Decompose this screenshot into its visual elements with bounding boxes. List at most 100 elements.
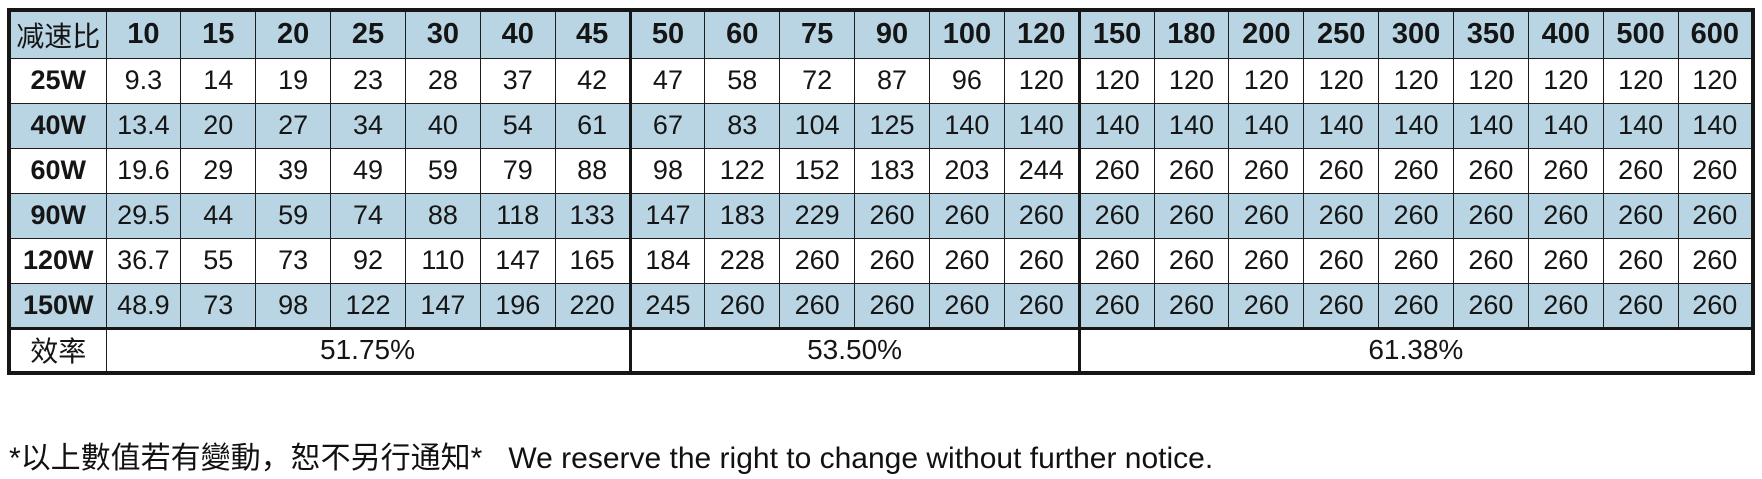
data-cell: 98 <box>628 147 706 194</box>
data-cell: 260 <box>1153 147 1230 194</box>
data-cell: 147 <box>404 282 481 329</box>
data-cell: 260 <box>1303 237 1380 284</box>
data-cell: 104 <box>779 102 856 149</box>
data-cell: 140 <box>1602 102 1679 149</box>
data-cell: 120 <box>1003 57 1080 104</box>
data-cell: 260 <box>704 282 781 329</box>
ratio-column-header: 400 <box>1527 9 1604 59</box>
ratio-column-header: 50 <box>628 9 706 59</box>
ratio-column-header: 150 <box>1077 9 1155 59</box>
table-row: 120W 36.7 55 73 92 110 147 165 184 228 260 260 260 26… <box>8 237 1754 284</box>
data-cell: 14 <box>180 57 257 104</box>
data-cell: 260 <box>779 237 856 284</box>
data-cell: 74 <box>330 192 406 239</box>
data-cell: 118 <box>479 192 556 239</box>
data-cell: 140 <box>1378 102 1454 149</box>
data-cell: 120 <box>1153 57 1230 104</box>
data-cell: 260 <box>1452 237 1529 284</box>
table-row: 25W 9.3 14 19 23 28 37 42 47 58 72 87 96 120 120 120 120… <box>8 57 1754 104</box>
data-cell: 140 <box>1003 102 1080 149</box>
data-cell: 228 <box>704 237 781 284</box>
data-cell: 260 <box>854 282 930 329</box>
data-cell: 260 <box>854 237 930 284</box>
data-cell: 229 <box>779 192 856 239</box>
data-cell: 220 <box>554 282 631 329</box>
ratio-column-header: 25 <box>330 9 406 59</box>
data-cell: 260 <box>928 282 1005 329</box>
data-cell: 39 <box>255 147 332 194</box>
data-cell: 260 <box>1228 237 1305 284</box>
data-cell: 140 <box>1303 102 1380 149</box>
data-cell: 48.9 <box>105 282 182 329</box>
ratio-column-header: 250 <box>1303 9 1380 59</box>
data-cell: 59 <box>255 192 332 239</box>
data-cell: 147 <box>628 192 706 239</box>
data-cell: 120 <box>1677 57 1754 104</box>
data-cell: 184 <box>628 237 706 284</box>
footer-note: *以上數值若有變動，恕不另行通知* We reserve the right to… <box>9 433 1755 477</box>
data-cell: 260 <box>1527 282 1604 329</box>
data-cell: 19 <box>255 57 332 104</box>
data-cell: 260 <box>1378 147 1454 194</box>
table-row: 40W 13.4 20 27 34 40 54 61 67 83 104 125 140 140 140 14… <box>8 102 1754 149</box>
data-cell: 88 <box>404 192 481 239</box>
data-cell: 260 <box>1378 282 1454 329</box>
data-cell: 13.4 <box>105 102 182 149</box>
ratio-column-header: 90 <box>854 9 930 59</box>
data-cell: 260 <box>1153 282 1230 329</box>
data-cell: 260 <box>1153 237 1230 284</box>
data-cell: 27 <box>255 102 332 149</box>
row-label: 90W <box>8 192 107 239</box>
data-cell: 260 <box>1527 147 1604 194</box>
data-cell: 49 <box>330 147 406 194</box>
data-cell: 260 <box>854 192 930 239</box>
data-cell: 29.5 <box>105 192 182 239</box>
data-cell: 28 <box>404 57 481 104</box>
data-cell: 260 <box>1003 192 1080 239</box>
data-cell: 67 <box>628 102 706 149</box>
data-cell: 260 <box>1153 192 1230 239</box>
data-cell: 92 <box>330 237 406 284</box>
data-cell: 140 <box>1228 102 1305 149</box>
data-cell: 260 <box>1003 237 1080 284</box>
ratio-column-header: 30 <box>404 9 481 59</box>
data-cell: 9.3 <box>105 57 182 104</box>
reduction-ratio-table: 减速比 10 15 20 25 30 40 45 50 60 75 90 100 120 150 180 200… <box>7 8 1755 375</box>
data-cell: 260 <box>1452 192 1529 239</box>
ratio-column-header: 600 <box>1677 9 1754 59</box>
data-cell: 140 <box>1527 102 1604 149</box>
data-cell: 47 <box>628 57 706 104</box>
data-cell: 42 <box>554 57 631 104</box>
data-cell: 260 <box>1602 282 1679 329</box>
data-cell: 122 <box>330 282 406 329</box>
data-cell: 83 <box>704 102 781 149</box>
data-cell: 244 <box>1003 147 1080 194</box>
ratio-column-header: 350 <box>1452 9 1529 59</box>
data-cell: 140 <box>1677 102 1754 149</box>
data-cell: 260 <box>1602 237 1679 284</box>
data-cell: 260 <box>1003 282 1080 329</box>
data-cell: 120 <box>1303 57 1380 104</box>
data-cell: 120 <box>1527 57 1604 104</box>
ratio-column-header: 10 <box>105 9 182 59</box>
data-cell: 98 <box>255 282 332 329</box>
ratio-column-header: 100 <box>928 9 1005 59</box>
efficiency-value: 51.75% <box>105 326 631 374</box>
data-cell: 19.6 <box>105 147 182 194</box>
data-cell: 72 <box>779 57 856 104</box>
data-cell: 260 <box>1527 192 1604 239</box>
data-cell: 260 <box>1228 147 1305 194</box>
row-label: 60W <box>8 147 107 194</box>
data-cell: 260 <box>1602 147 1679 194</box>
data-cell: 196 <box>479 282 556 329</box>
efficiency-row: 效率 51.75% 53.50% 61.38% <box>8 326 1754 374</box>
data-cell: 140 <box>1077 102 1155 149</box>
data-cell: 40 <box>404 102 481 149</box>
data-cell: 110 <box>404 237 481 284</box>
data-cell: 260 <box>1303 147 1380 194</box>
ratio-column-header: 20 <box>255 9 332 59</box>
data-cell: 260 <box>1378 192 1454 239</box>
data-cell: 260 <box>1677 147 1754 194</box>
data-cell: 260 <box>1677 237 1754 284</box>
data-cell: 36.7 <box>105 237 182 284</box>
